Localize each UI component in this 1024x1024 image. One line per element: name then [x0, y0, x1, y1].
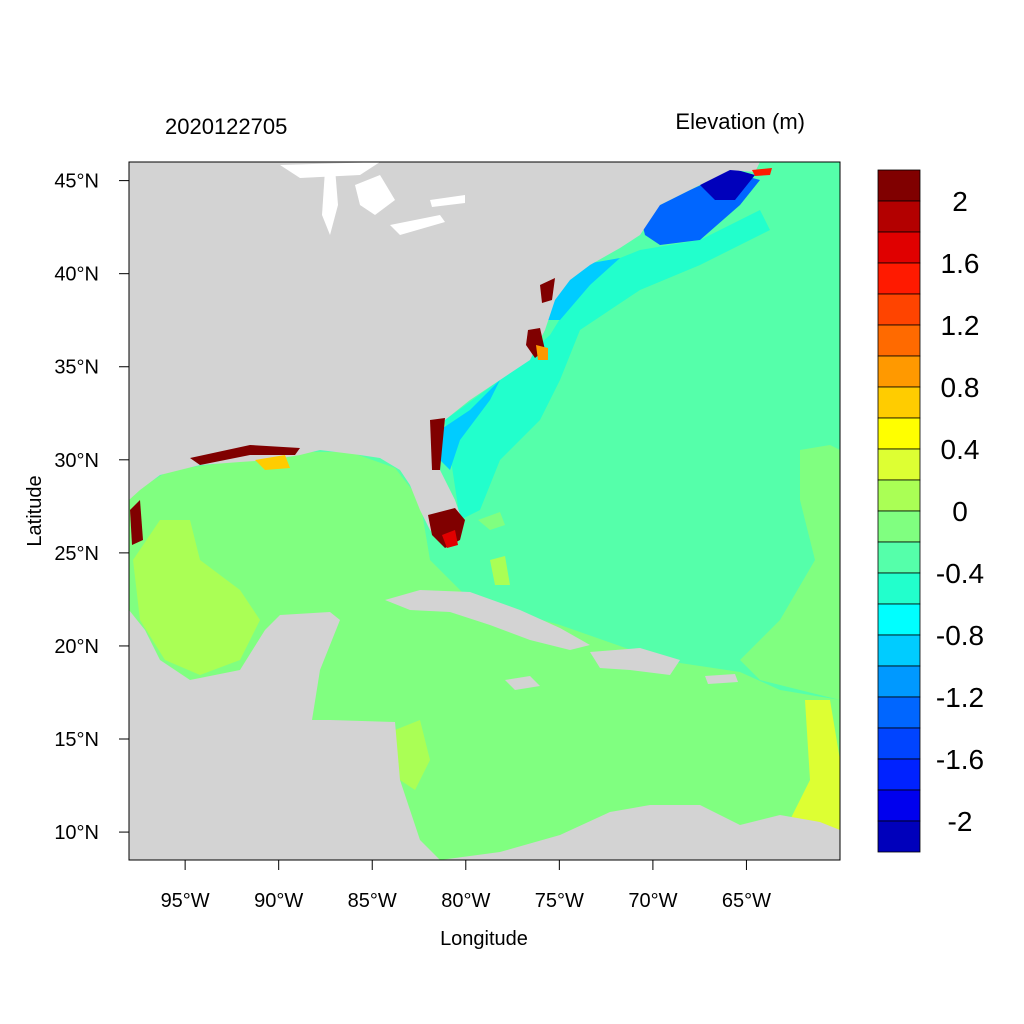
- land-cuba: [385, 590, 590, 650]
- shelf-east-coast-inner: [440, 380, 500, 470]
- colorbar-label: 0.4: [941, 434, 980, 465]
- surge-louisiana-edge: [190, 445, 300, 465]
- x-tick-label: 70°W: [628, 890, 677, 912]
- y-axis-label: Latitude: [24, 475, 46, 546]
- plot-frame: [128, 161, 841, 861]
- y-tick-label: 20°N: [54, 636, 99, 658]
- colorbar-swatch: [877, 510, 921, 543]
- colorbar-label: 2: [952, 186, 968, 217]
- colorbar-swatch: [877, 603, 921, 636]
- colorbar-swatch: [877, 293, 921, 326]
- lake-erie: [390, 215, 445, 235]
- colorbar-swatch: [877, 417, 921, 450]
- land-jamaica: [505, 676, 540, 690]
- land-puerto-rico: [705, 674, 738, 684]
- colorbar: [877, 169, 921, 853]
- mid-atlantic-shelf: [548, 258, 620, 320]
- x-tick-label: 75°W: [535, 890, 584, 912]
- colorbar-swatch: [877, 324, 921, 357]
- lake-huron: [355, 175, 395, 215]
- colorbar-label: -0.4: [936, 558, 984, 589]
- x-tick-label: 65°W: [722, 890, 771, 912]
- land-hispaniola: [590, 648, 680, 675]
- y-tick-label: 25°N: [54, 543, 99, 565]
- colorbar-swatch: [877, 541, 921, 574]
- y-tick-label: 10°N: [54, 822, 99, 844]
- y-axis-ticks: 45°N 40°N 35°N 30°N 25°N 20°N 15°N 10°N: [54, 171, 129, 844]
- land-south-america: [440, 805, 840, 860]
- colorbar-label: -1.2: [936, 682, 984, 713]
- colorbar-swatch: [877, 820, 921, 853]
- ocean-east-band: [740, 445, 840, 700]
- colorbar-label: -0.8: [936, 620, 984, 651]
- colorbar-swatch: [877, 200, 921, 233]
- y-tick-label: 40°N: [54, 264, 99, 286]
- surge-florida-tip: [442, 530, 458, 548]
- colorbar-swatch: [877, 479, 921, 512]
- colorbar-swatch: [877, 789, 921, 822]
- map-plot-area: [129, 162, 840, 860]
- variable-title: Elevation (m): [675, 109, 805, 134]
- bahamas-bank-south: [490, 556, 510, 585]
- bahamas-bank: [478, 512, 505, 530]
- y-tick-label: 30°N: [54, 450, 99, 472]
- colorbar-swatch: [877, 231, 921, 264]
- x-tick-label: 95°W: [161, 890, 210, 912]
- lake-superior: [280, 162, 380, 178]
- colorbar-swatch: [877, 386, 921, 419]
- surge-louisiana: [255, 455, 290, 470]
- colorbar-label: 1.2: [941, 310, 980, 341]
- timestamp-label: 2020122705: [165, 114, 287, 139]
- colorbar-swatch: [877, 355, 921, 388]
- lake-michigan: [322, 168, 338, 235]
- surge-texas: [130, 500, 143, 545]
- shelf-east-coast: [445, 210, 770, 520]
- surge-carolina-sound: [536, 345, 548, 360]
- x-tick-label: 85°W: [348, 890, 397, 912]
- colorbar-swatch: [877, 169, 921, 202]
- surge-maine-edge: [752, 168, 772, 176]
- colorbar-swatch: [877, 572, 921, 605]
- colorbar-swatch: [877, 727, 921, 760]
- colorbar-label: 0: [952, 496, 968, 527]
- x-tick-label: 80°W: [441, 890, 490, 912]
- x-axis-label: Longitude: [440, 928, 528, 950]
- colorbar-swatch: [877, 448, 921, 481]
- colorbar-label: -2: [948, 806, 973, 837]
- colorbar-swatch: [877, 634, 921, 667]
- x-tick-label: 90°W: [254, 890, 303, 912]
- colorbar-label: 0.8: [941, 372, 980, 403]
- shelf-western-gulf: [133, 520, 260, 675]
- colorbar-swatch: [877, 262, 921, 295]
- y-tick-label: 15°N: [54, 729, 99, 751]
- colorbar-swatch: [877, 758, 921, 791]
- land-mexico-central-america: [129, 610, 440, 860]
- x-axis-ticks: 95°W 90°W 85°W 80°W 75°W 70°W 65°W: [161, 860, 771, 912]
- surge-east-coast-edge: [430, 418, 445, 470]
- colorbar-swatch: [877, 696, 921, 729]
- colorbar-swatch: [877, 665, 921, 698]
- colorbar-label: -1.6: [936, 744, 984, 775]
- y-tick-label: 45°N: [54, 171, 99, 193]
- surge-delaware: [540, 278, 555, 303]
- colorbar-label: 1.6: [941, 248, 980, 279]
- bay-of-fundy-low: [700, 168, 755, 200]
- colorbar-labels: 2 1.6 1.2 0.8 0.4 0 -0.4 -0.8 -1.2 -1.6 -2: [936, 186, 984, 837]
- lake-ontario: [430, 195, 465, 207]
- y-tick-label: 35°N: [54, 357, 99, 379]
- shelf-mosquitia: [395, 720, 430, 790]
